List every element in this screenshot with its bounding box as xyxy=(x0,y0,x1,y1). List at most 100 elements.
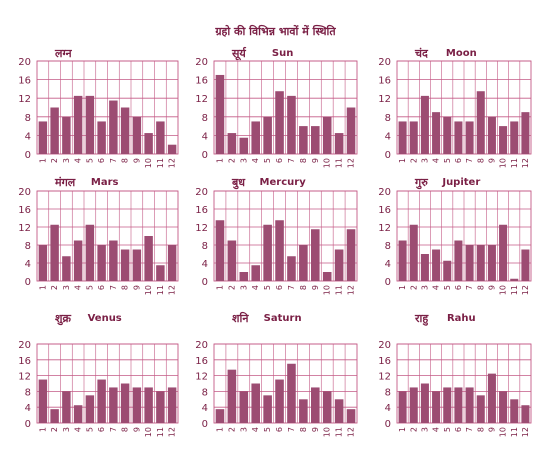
x-tick-label: 4 xyxy=(432,285,441,290)
bar-house-6 xyxy=(97,245,106,281)
chart-title: Saturn xyxy=(264,313,302,324)
bar-house-6 xyxy=(454,121,463,154)
x-tick-label: 7 xyxy=(109,427,118,432)
x-tick-label: 8 xyxy=(121,285,130,290)
bar-house-9 xyxy=(311,387,320,423)
bar-house-11 xyxy=(510,278,519,281)
x-tick-label: 1 xyxy=(398,285,407,290)
y-tick-label: 12 xyxy=(18,223,31,234)
bar-house-6 xyxy=(97,121,106,154)
bar-house-2 xyxy=(227,133,237,154)
x-tick-label: 2 xyxy=(50,285,59,290)
x-tick-label: 10 xyxy=(323,285,332,295)
x-tick-label: 8 xyxy=(299,158,308,163)
x-tick-label: 5 xyxy=(263,158,272,163)
x-tick-label: 12 xyxy=(347,285,356,295)
x-tick-label: 12 xyxy=(521,285,530,295)
x-tick-label: 7 xyxy=(465,285,474,290)
bar-house-5 xyxy=(263,224,272,281)
chart-hindi-title: चंद xyxy=(414,47,429,60)
x-tick-label: 9 xyxy=(311,427,320,432)
y-tick-label: 12 xyxy=(18,372,31,383)
x-tick-label: 8 xyxy=(476,427,485,432)
x-tick-label: 7 xyxy=(287,285,296,290)
x-tick-label: 6 xyxy=(275,285,284,290)
bar-house-2 xyxy=(409,121,418,154)
x-tick-label: 4 xyxy=(251,285,260,290)
x-tick-label: 8 xyxy=(476,285,485,290)
bar-house-1 xyxy=(215,220,225,281)
x-tick-label: 2 xyxy=(50,427,59,432)
bar-house-2 xyxy=(50,224,59,281)
x-tick-label: 11 xyxy=(335,285,344,295)
y-tick-label: 4 xyxy=(25,131,31,142)
y-tick-label: 0 xyxy=(385,150,391,161)
bar-house-8 xyxy=(476,395,485,423)
y-tick-label: 20 xyxy=(18,340,31,351)
x-tick-label: 5 xyxy=(85,285,94,290)
x-tick-label: 12 xyxy=(168,285,177,295)
bar-house-3 xyxy=(62,116,71,154)
bar-house-6 xyxy=(275,379,284,423)
y-tick-label: 16 xyxy=(378,76,391,87)
y-tick-label: 16 xyxy=(195,205,208,216)
y-tick-label: 0 xyxy=(25,277,31,288)
y-tick-label: 4 xyxy=(25,403,31,414)
bar-house-5 xyxy=(85,224,95,281)
bar-house-8 xyxy=(299,245,308,281)
x-tick-label: 9 xyxy=(311,285,320,290)
bar-house-12 xyxy=(346,229,356,281)
bar-house-5 xyxy=(443,116,452,154)
y-tick-label: 0 xyxy=(202,150,208,161)
x-tick-label: 2 xyxy=(227,285,236,290)
bar-house-3 xyxy=(239,137,249,154)
bar-house-4 xyxy=(73,405,83,423)
bar-house-11 xyxy=(334,249,344,281)
bar-house-1 xyxy=(398,121,407,154)
x-tick-label: 6 xyxy=(275,427,284,432)
bar-house-8 xyxy=(120,249,130,281)
bar-house-1 xyxy=(38,379,48,423)
bar-house-10 xyxy=(499,126,508,154)
x-tick-label: 2 xyxy=(227,427,236,432)
x-tick-label: 12 xyxy=(347,427,356,437)
y-tick-label: 20 xyxy=(18,187,31,198)
bar-house-5 xyxy=(263,116,272,154)
x-tick-label: 11 xyxy=(335,158,344,168)
x-tick-label: 10 xyxy=(499,285,508,295)
x-tick-label: 4 xyxy=(251,158,260,163)
x-tick-label: 10 xyxy=(323,158,332,168)
y-tick-label: 0 xyxy=(385,277,391,288)
bar-house-12 xyxy=(521,249,530,281)
bar-house-9 xyxy=(132,249,142,281)
chart-hindi-title: लग्न xyxy=(54,47,73,60)
y-tick-label: 16 xyxy=(18,205,31,216)
x-tick-label: 10 xyxy=(144,427,153,437)
y-tick-label: 12 xyxy=(18,94,31,105)
x-tick-label: 9 xyxy=(487,427,496,432)
chart-hindi-title: बुध xyxy=(231,176,246,190)
x-tick-label: 11 xyxy=(510,285,519,295)
bar-house-2 xyxy=(409,224,418,281)
bar-house-2 xyxy=(409,387,418,423)
bar-house-7 xyxy=(465,387,474,423)
x-tick-label: 1 xyxy=(215,285,224,290)
bar-house-3 xyxy=(420,254,429,281)
y-tick-label: 8 xyxy=(385,241,391,252)
bar-house-1 xyxy=(398,240,407,281)
y-tick-label: 16 xyxy=(378,205,391,216)
x-tick-label: 8 xyxy=(121,158,130,163)
x-tick-label: 5 xyxy=(443,427,452,432)
bar-house-8 xyxy=(476,245,485,281)
bar-house-4 xyxy=(432,112,441,154)
x-tick-label: 7 xyxy=(465,158,474,163)
x-tick-label: 3 xyxy=(62,158,71,163)
chart-hindi-title: राहु xyxy=(414,312,429,326)
bar-house-4 xyxy=(73,95,83,154)
y-tick-label: 20 xyxy=(18,57,31,68)
bar-house-4 xyxy=(432,249,441,281)
y-tick-label: 8 xyxy=(25,387,31,398)
x-tick-label: 9 xyxy=(311,158,320,163)
x-tick-label: 11 xyxy=(510,427,519,437)
